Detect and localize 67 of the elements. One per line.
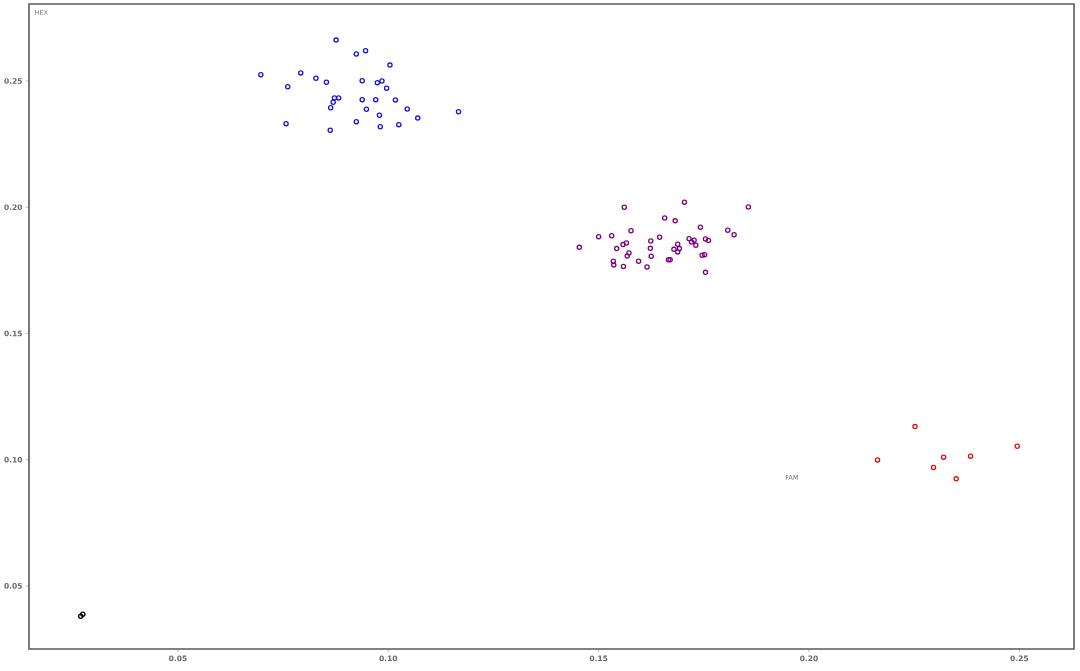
point: [672, 218, 678, 224]
point: [626, 250, 632, 256]
point: [353, 51, 360, 57]
point: [377, 123, 384, 130]
point: [284, 84, 291, 90]
point: [912, 423, 918, 430]
point: [362, 47, 369, 54]
point: [613, 245, 620, 252]
point: [953, 476, 959, 482]
point: [661, 215, 668, 221]
point: [940, 454, 947, 460]
point: [635, 258, 642, 264]
point: [611, 262, 617, 268]
point: [359, 77, 365, 84]
point: [731, 231, 737, 238]
point: [725, 227, 731, 233]
point: [745, 204, 752, 210]
point: [608, 232, 615, 239]
point: [283, 120, 289, 127]
point: [681, 199, 688, 205]
point: [930, 464, 937, 471]
point: [353, 118, 360, 125]
point: [702, 236, 709, 242]
point: [647, 245, 654, 252]
point: [323, 79, 330, 85]
point: [628, 227, 634, 234]
point: [359, 96, 365, 103]
point: [648, 253, 654, 259]
point: [396, 121, 402, 128]
point: [1014, 443, 1020, 450]
point: [874, 457, 881, 463]
point: [330, 99, 336, 105]
point: [372, 96, 379, 103]
point: [621, 204, 628, 210]
point: [644, 264, 650, 270]
point: [383, 85, 390, 92]
point: [671, 246, 677, 253]
point: [335, 95, 342, 101]
point: [623, 240, 630, 246]
point: [576, 244, 583, 251]
point: [379, 78, 385, 84]
point: [648, 238, 654, 244]
point: [387, 62, 393, 68]
point: [697, 224, 704, 230]
point: [327, 127, 333, 133]
point: [327, 105, 334, 111]
point: [656, 234, 663, 241]
point: [376, 112, 383, 119]
point: [705, 237, 712, 244]
point: [313, 75, 319, 81]
point: [414, 115, 421, 121]
point: [298, 70, 304, 76]
point: [674, 249, 681, 255]
point: [455, 109, 462, 115]
point: [363, 106, 370, 113]
point: [258, 71, 264, 78]
point: [392, 97, 399, 103]
point: [404, 106, 410, 112]
point: [699, 252, 705, 258]
point: [967, 453, 974, 459]
point: [701, 251, 708, 258]
point: [624, 253, 630, 259]
point: [693, 242, 699, 249]
point: [702, 269, 709, 276]
point: [333, 37, 339, 43]
point: [595, 234, 602, 240]
point: [620, 263, 627, 270]
